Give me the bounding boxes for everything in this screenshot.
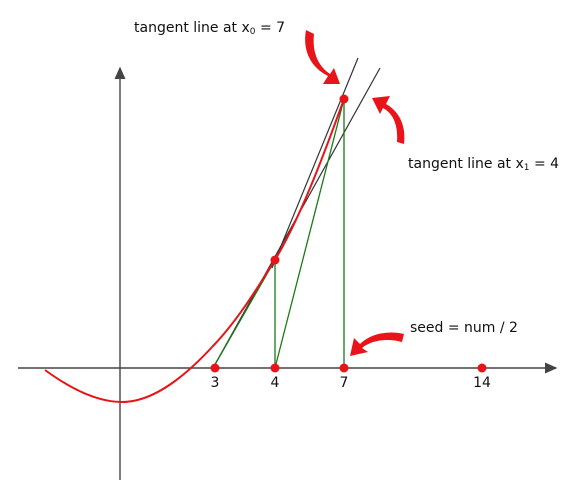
tick-label-3: 3	[211, 375, 220, 391]
function-curve	[45, 99, 344, 402]
axis-point-3	[211, 364, 220, 373]
curve-point-x0	[340, 95, 349, 104]
secant-4-to-x0	[275, 99, 344, 368]
tick-label-4: 4	[271, 375, 280, 391]
tangent-line-x0	[272, 58, 358, 268]
curved-arrow-icon	[372, 96, 404, 144]
curved-arrow-icon	[305, 30, 340, 84]
tick-label-14: 14	[473, 375, 491, 391]
axis-point-7	[340, 364, 349, 373]
axis-point-4	[271, 364, 280, 373]
tick-label-7: 7	[340, 375, 349, 391]
axis-point-14	[478, 364, 487, 373]
curve-point-x1	[271, 256, 280, 265]
curved-arrow-icon	[350, 332, 404, 356]
label-tangent-x1: tangent line at x1 = 4	[408, 156, 559, 176]
label-seed: seed = num / 2	[410, 320, 518, 336]
label-tangent-x0: tangent line at x0 = 7	[134, 20, 285, 40]
